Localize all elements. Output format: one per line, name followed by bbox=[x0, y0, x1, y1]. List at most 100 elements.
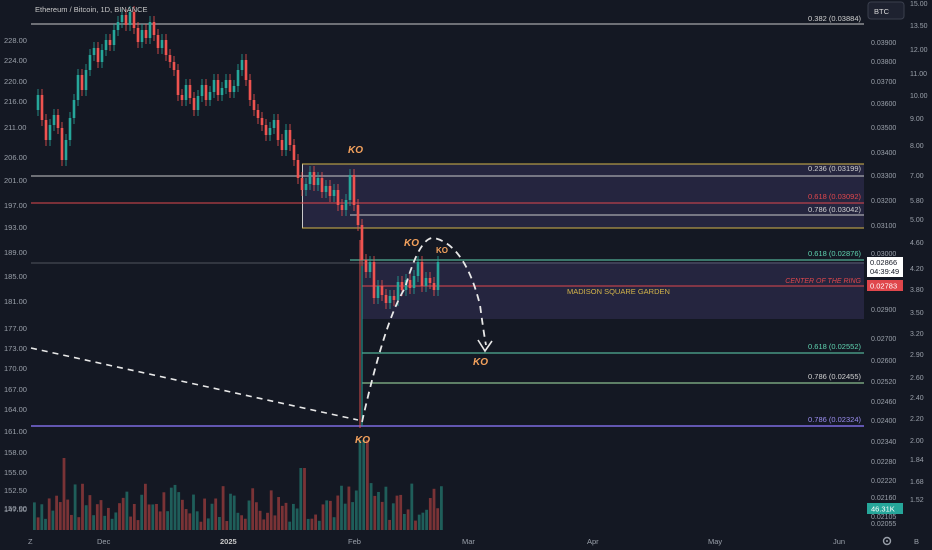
candle-body bbox=[308, 172, 312, 184]
madison-zone bbox=[362, 262, 864, 319]
volume-bar bbox=[73, 484, 77, 530]
far-right-axis: 15.00 13.50 12.00 11.00 10.00 9.00 8.00 7.00 5.8… bbox=[910, 1, 928, 504]
volume-bar bbox=[218, 516, 221, 530]
candle-body bbox=[112, 30, 116, 45]
zones bbox=[302, 164, 864, 319]
volume-bar bbox=[325, 500, 329, 530]
far-right-tick: 1.52 bbox=[910, 497, 924, 504]
candle-body bbox=[424, 278, 428, 286]
x-tick: May bbox=[708, 537, 722, 546]
candle-body bbox=[156, 35, 160, 48]
candle-body bbox=[136, 28, 140, 42]
candle-body bbox=[388, 296, 392, 303]
volume-bar bbox=[118, 503, 121, 530]
volume-bar bbox=[336, 495, 340, 530]
candle-body bbox=[392, 296, 396, 300]
volume-bar bbox=[314, 514, 317, 530]
candle-body bbox=[200, 85, 204, 96]
candle-body bbox=[68, 118, 72, 140]
candle-body bbox=[264, 125, 268, 135]
candle-body bbox=[128, 12, 132, 25]
left-tick: 185.00 bbox=[4, 272, 27, 281]
volume-bar bbox=[84, 505, 88, 530]
currency-button-label[interactable]: BTC bbox=[874, 7, 890, 16]
candle-body bbox=[184, 85, 188, 100]
arrow-head-icon bbox=[477, 339, 493, 353]
volume-bar bbox=[236, 512, 240, 530]
candle-body bbox=[344, 200, 348, 210]
candle-body bbox=[328, 186, 332, 196]
far-right-tick: 2.00 bbox=[910, 438, 924, 445]
right-tick: 0.03200 bbox=[871, 198, 896, 205]
candle-body bbox=[120, 15, 124, 22]
far-right-tick: 9.00 bbox=[910, 116, 924, 123]
candle-body bbox=[192, 98, 196, 110]
right-tick: 0.02600 bbox=[871, 358, 896, 365]
far-right-tick: 4.60 bbox=[910, 240, 924, 247]
countdown: 04:39:49 bbox=[870, 267, 899, 276]
gear-icon-center[interactable] bbox=[886, 540, 888, 542]
far-right-tick: 15.00 bbox=[910, 1, 928, 8]
volume-bar bbox=[329, 500, 332, 530]
left-tick: 147.50 bbox=[4, 505, 27, 514]
candle-body bbox=[412, 276, 416, 288]
x-tick: Dec bbox=[97, 537, 111, 546]
volume-bar bbox=[36, 517, 40, 530]
candles bbox=[36, 6, 440, 428]
volume-bar bbox=[40, 504, 44, 530]
candle-body bbox=[420, 262, 424, 286]
volume-bar bbox=[306, 518, 310, 530]
volume-bar bbox=[81, 483, 84, 530]
upper-fib-zone bbox=[302, 164, 864, 228]
candle-body bbox=[332, 190, 336, 196]
currency-button[interactable]: BTC bbox=[867, 1, 905, 20]
ko-label: KO bbox=[473, 357, 488, 368]
right-tick: 0.02460 bbox=[871, 399, 896, 406]
volume-bar bbox=[147, 504, 151, 530]
far-right-tick: 3.80 bbox=[910, 287, 924, 294]
volume-bar bbox=[417, 514, 421, 530]
volume-bar bbox=[403, 513, 406, 530]
fib-label: 0.786 (0.03042) bbox=[808, 205, 861, 214]
left-tick: 164.00 bbox=[4, 405, 27, 414]
candle-body bbox=[428, 278, 432, 283]
candle-body bbox=[64, 140, 68, 160]
candle-body bbox=[248, 80, 252, 100]
gear-icon[interactable] bbox=[882, 536, 892, 546]
volume-bar bbox=[151, 504, 155, 530]
candle-body bbox=[280, 140, 284, 150]
volume-bar bbox=[255, 502, 258, 530]
candle-body bbox=[408, 280, 412, 288]
volume-bar bbox=[440, 486, 443, 530]
right-tick: 0.02700 bbox=[871, 336, 896, 343]
right-tick: 0.02105 bbox=[871, 514, 896, 521]
right-tick: 0.03900 bbox=[871, 40, 896, 47]
volume-bar bbox=[169, 487, 173, 530]
candle-body bbox=[100, 50, 104, 62]
x-tick: 2025 bbox=[220, 537, 237, 546]
volume-bars bbox=[33, 440, 443, 530]
candle-body bbox=[244, 60, 248, 80]
volume-bar bbox=[380, 501, 384, 530]
volume-bar bbox=[177, 492, 181, 530]
volume-bar bbox=[410, 483, 414, 530]
gear-icon-ring[interactable] bbox=[882, 536, 892, 546]
currency-button-bg[interactable] bbox=[867, 1, 905, 20]
volume-bar bbox=[243, 518, 247, 530]
ko-label: KO bbox=[348, 145, 363, 156]
current-price: 0.02866 bbox=[870, 258, 897, 267]
candle-body bbox=[316, 178, 320, 185]
volume-bar bbox=[391, 503, 395, 530]
volume-bar bbox=[203, 498, 206, 530]
right-tick: 0.03300 bbox=[871, 173, 896, 180]
far-right-tick: 3.50 bbox=[910, 310, 924, 317]
candle-body bbox=[400, 282, 404, 290]
candle-body bbox=[44, 120, 48, 140]
left-tick: 181.00 bbox=[4, 297, 27, 306]
left-tick: 170.00 bbox=[4, 364, 27, 373]
volume-bar bbox=[247, 500, 251, 530]
candle-body bbox=[288, 130, 292, 145]
drawings bbox=[30, 237, 493, 423]
far-right-tick: 4.20 bbox=[910, 266, 924, 273]
